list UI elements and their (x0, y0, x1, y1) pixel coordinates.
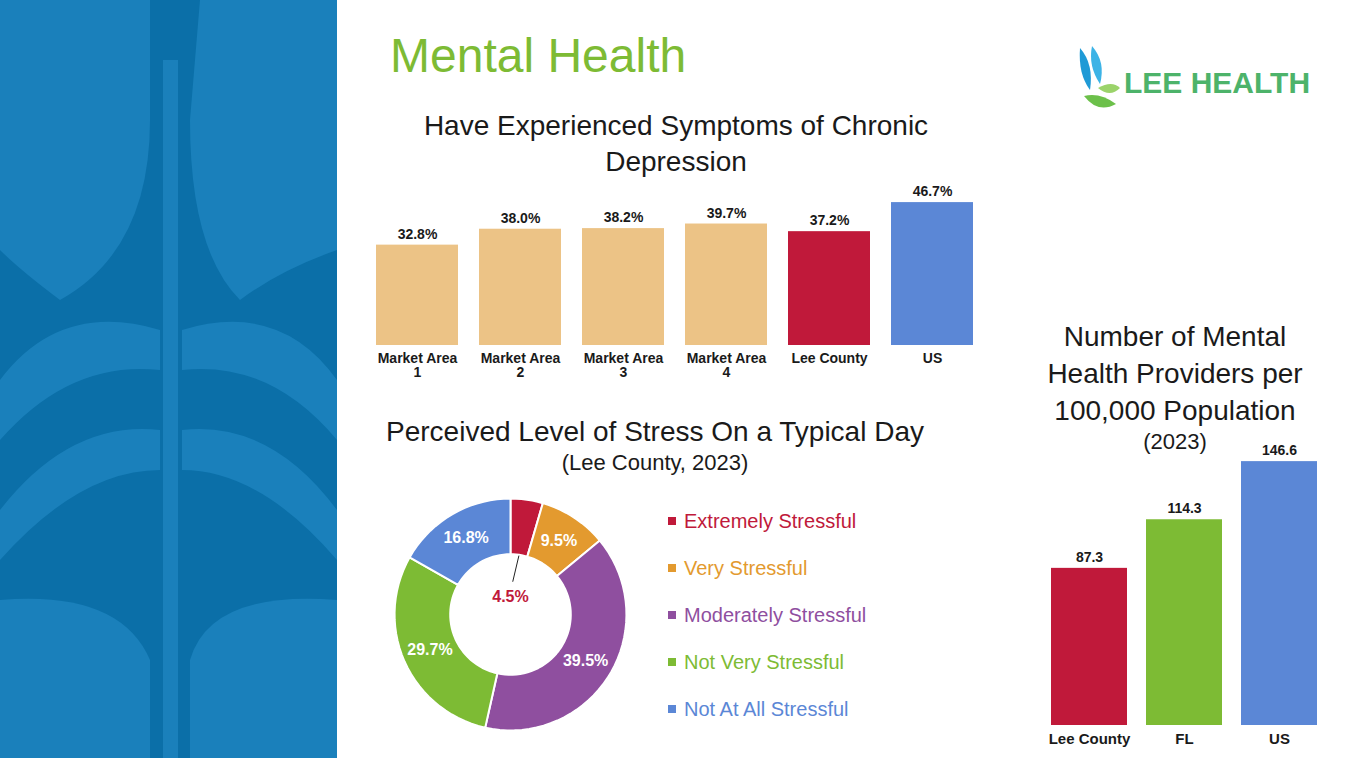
svg-text:37.2%: 37.2% (810, 212, 850, 228)
svg-text:Market Area1: Market Area1 (378, 350, 458, 380)
html-text:Not At All Stressful: Not At All Stressful (684, 698, 849, 720)
svg-text:87.3: 87.3 (1076, 549, 1103, 565)
svg-text:38.0%: 38.0% (501, 210, 541, 226)
svg-text:4.5%: 4.5% (492, 588, 528, 605)
svg-text:9.5%: 9.5% (541, 532, 577, 549)
svg-text:US: US (1269, 730, 1290, 747)
html-text:LEE HEALTH: LEE HEALTH (1124, 66, 1311, 99)
html-text:Moderately Stressful: Moderately Stressful (684, 604, 867, 626)
svg-text:38.2%: 38.2% (604, 209, 644, 225)
html-text:(2023): (2023) (1143, 429, 1207, 454)
html-text:Have Experienced Symptoms of C: Have Experienced Symptoms of Chronic Dep… (423, 110, 929, 177)
svg-text:114.3: 114.3 (1167, 500, 1201, 516)
svg-text:FL: FL (1175, 730, 1193, 747)
svg-text:US: US (923, 350, 942, 366)
svg-text:16.8%: 16.8% (443, 529, 488, 546)
html-text:Very Stressful: Very Stressful (684, 557, 808, 579)
html-text:Not Very Stressful: Not Very Stressful (684, 651, 845, 673)
html-text:(Lee County, 2023): (Lee County, 2023) (561, 450, 749, 475)
svg-text:29.7%: 29.7% (407, 641, 452, 658)
svg-text:Market Area3: Market Area3 (584, 350, 664, 380)
svg-text:Market Area4: Market Area4 (687, 350, 767, 380)
svg-text:146.6: 146.6 (1262, 442, 1297, 458)
html-text:Extremely Stressful: Extremely Stressful (684, 510, 857, 532)
html-text:Mental Health: Mental Health (390, 29, 687, 82)
svg-text:39.5%: 39.5% (563, 652, 608, 669)
svg-text:Market Area2: Market Area2 (481, 350, 561, 380)
svg-text:39.7%: 39.7% (707, 204, 747, 220)
svg-text:Lee County: Lee County (1049, 730, 1131, 747)
html-text:Perceived Level of Stress On a: Perceived Level of Stress On a Typical D… (386, 416, 924, 447)
html-text:Number of Mental Health Provid: Number of Mental Health Providers per 10… (1047, 321, 1303, 426)
svg-text:46.7%: 46.7% (913, 183, 953, 199)
svg-text:Lee County: Lee County (791, 350, 867, 366)
svg-text:32.8%: 32.8% (398, 226, 438, 242)
